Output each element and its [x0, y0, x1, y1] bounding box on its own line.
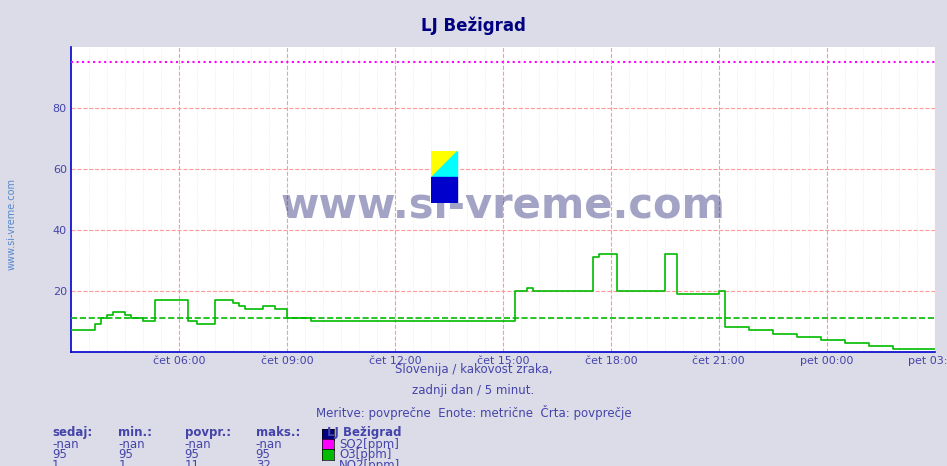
- Text: -nan: -nan: [118, 438, 145, 451]
- Text: 95: 95: [52, 448, 67, 461]
- Text: O3[ppm]: O3[ppm]: [339, 448, 391, 461]
- Text: povpr.:: povpr.:: [185, 426, 231, 439]
- Text: maks.:: maks.:: [256, 426, 300, 439]
- Text: www.si-vreme.com: www.si-vreme.com: [280, 185, 725, 226]
- Text: NO2[ppm]: NO2[ppm]: [339, 459, 401, 466]
- Text: 1: 1: [118, 459, 126, 466]
- Text: LJ Bežigrad: LJ Bežigrad: [421, 16, 526, 35]
- Text: SO2[ppm]: SO2[ppm]: [339, 438, 399, 451]
- Text: min.:: min.:: [118, 426, 152, 439]
- Text: sedaj:: sedaj:: [52, 426, 93, 439]
- Text: -nan: -nan: [52, 438, 79, 451]
- Polygon shape: [431, 151, 457, 177]
- Text: Slovenija / kakovost zraka,: Slovenija / kakovost zraka,: [395, 363, 552, 376]
- Text: zadnji dan / 5 minut.: zadnji dan / 5 minut.: [412, 384, 535, 397]
- Polygon shape: [431, 177, 457, 203]
- Text: 1: 1: [52, 459, 60, 466]
- Text: www.si-vreme.com: www.si-vreme.com: [7, 178, 16, 270]
- Text: Meritve: povprečne  Enote: metrične  Črta: povprečje: Meritve: povprečne Enote: metrične Črta:…: [315, 405, 632, 420]
- Text: 32: 32: [256, 459, 271, 466]
- Text: 11: 11: [185, 459, 200, 466]
- Text: 95: 95: [185, 448, 200, 461]
- Polygon shape: [431, 151, 457, 177]
- Text: -nan: -nan: [185, 438, 211, 451]
- Text: LJ Bežigrad: LJ Bežigrad: [327, 426, 402, 439]
- Text: -nan: -nan: [256, 438, 282, 451]
- Text: 95: 95: [256, 448, 271, 461]
- Text: 95: 95: [118, 448, 134, 461]
